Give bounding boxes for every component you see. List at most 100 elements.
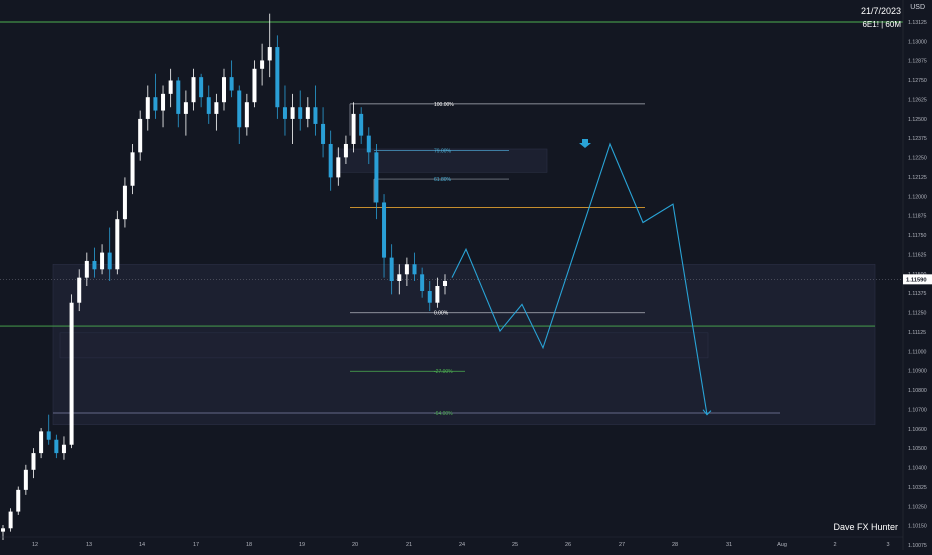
candle-body-18 [138, 118, 143, 153]
candle-body-11 [84, 260, 89, 278]
candle-body-51 [389, 257, 394, 281]
x-tick-13: 31 [726, 542, 732, 548]
projection-path [451, 142, 708, 415]
candle-body-12 [92, 260, 97, 270]
y-tick-17: 1.11000 [908, 349, 926, 355]
candle-body-54 [412, 264, 417, 275]
y-tick-10: 1.11875 [908, 214, 926, 220]
candle-body-38 [290, 107, 295, 119]
fib-label-4: -27.00% [434, 369, 453, 375]
y-tick-3: 1.12750 [908, 78, 927, 84]
candle-body-58 [443, 280, 447, 287]
x-tick-4: 18 [246, 542, 252, 548]
y-tick-1: 1.13000 [908, 39, 927, 45]
candle-body-27 [206, 97, 211, 114]
y-tick-24: 1.10325 [908, 485, 927, 491]
candle-body-32 [244, 102, 249, 128]
candle-body-44 [336, 157, 341, 178]
candle-body-30 [229, 77, 234, 91]
candle-body-43 [328, 143, 333, 178]
down-arrow-icon [579, 139, 591, 148]
x-tick-9: 25 [512, 542, 518, 548]
x-tick-2: 14 [139, 542, 145, 548]
candle-body-37 [282, 107, 287, 119]
candle-body-8 [61, 444, 66, 454]
y-tick-26: 1.10150 [908, 524, 927, 530]
candle-body-36 [275, 47, 280, 108]
candle-body-20 [153, 97, 158, 111]
candle-body-1 [8, 511, 13, 529]
y-tick-11: 1.11750 [908, 233, 926, 239]
x-tick-15: 2 [833, 542, 836, 548]
y-tick-18: 1.10900 [908, 369, 927, 375]
x-tick-0: 12 [32, 542, 38, 548]
x-tick-1: 13 [86, 542, 92, 548]
x-tick-8: 24 [459, 542, 465, 548]
y-tick-9: 1.12000 [908, 194, 927, 200]
candle-body-5 [39, 431, 44, 454]
currency-label: USD [910, 4, 925, 11]
fib-label-1: 79.00% [434, 149, 452, 155]
watermark: Dave FX Hunter [833, 522, 898, 532]
candle-body-56 [427, 291, 432, 303]
candle-body-0 [1, 528, 5, 532]
y-tick-25: 1.10250 [908, 504, 927, 510]
zone-2 [59, 332, 709, 359]
candle-body-2 [16, 489, 21, 512]
x-tick-16: 3 [886, 542, 889, 548]
y-tick-23: 1.10400 [908, 466, 927, 472]
candle-body-45 [343, 143, 348, 158]
candle-body-9 [69, 302, 74, 445]
candle-body-25 [191, 77, 196, 103]
candle-body-34 [260, 60, 265, 69]
price-tag-text: 1.11590 [906, 278, 927, 284]
candle-body-47 [359, 113, 364, 136]
candle-body-57 [435, 286, 440, 303]
x-tick-6: 20 [352, 542, 358, 548]
y-tick-19: 1.10800 [908, 388, 927, 394]
candle-body-26 [199, 77, 204, 98]
candle-body-35 [267, 47, 272, 61]
y-tick-21: 1.10600 [908, 427, 927, 433]
candle-body-16 [122, 185, 127, 220]
candle-body-28 [214, 102, 219, 114]
candle-body-50 [382, 202, 387, 258]
fib-label-0: 100.00% [434, 102, 454, 108]
y-tick-7: 1.12250 [908, 156, 927, 162]
candle-body-42 [321, 123, 326, 144]
x-tick-11: 27 [619, 542, 625, 548]
candle-body-15 [115, 219, 120, 270]
candle-body-40 [305, 107, 310, 119]
candle-body-4 [31, 453, 36, 470]
date-label: 21/7/2023 [860, 6, 901, 16]
candle-body-19 [145, 97, 150, 119]
candle-body-52 [397, 274, 402, 281]
projection-arrowhead [702, 409, 712, 416]
y-tick-22: 1.10500 [908, 446, 927, 452]
y-tick-20: 1.10700 [908, 407, 927, 413]
fib-label-2: 61.80% [434, 177, 452, 183]
candle-body-48 [366, 135, 371, 153]
candle-body-33 [252, 68, 257, 103]
candle-body-10 [77, 277, 82, 303]
y-tick-5: 1.12500 [908, 117, 927, 123]
x-tick-5: 19 [299, 542, 305, 548]
candle-body-7 [54, 439, 59, 454]
candle-body-55 [420, 274, 425, 292]
candle-body-23 [176, 80, 181, 114]
y-tick-2: 1.12875 [908, 59, 927, 65]
y-tick-16: 1.11125 [908, 330, 926, 336]
candle-body-3 [23, 469, 28, 490]
candle-body-53 [404, 264, 409, 275]
y-tick-8: 1.12125 [908, 175, 927, 181]
symbol-label: 6E1! | 60M [862, 20, 901, 29]
candle-body-39 [298, 107, 303, 119]
y-tick-12: 1.11625 [908, 252, 926, 258]
candle-body-22 [168, 80, 173, 94]
candle-body-49 [374, 152, 379, 203]
y-tick-14: 1.11375 [908, 291, 926, 297]
x-tick-10: 26 [565, 542, 571, 548]
candle-body-24 [183, 102, 188, 114]
